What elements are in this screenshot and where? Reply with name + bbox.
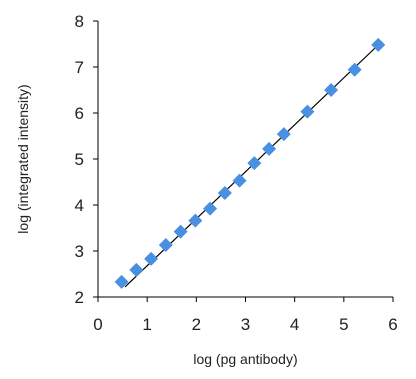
data-point [114, 274, 129, 289]
x-tick-label: 3 [241, 315, 250, 334]
axes [97, 21, 393, 298]
y-tick-label: 6 [75, 104, 84, 123]
y-tick-label: 8 [75, 12, 84, 31]
x-axis-title: log (pg antibody) [193, 351, 297, 367]
x-tick-label: 6 [388, 315, 397, 334]
data-point [158, 238, 173, 253]
data-point [300, 104, 315, 119]
y-tick-labels: 2 3 4 5 6 7 8 [75, 12, 98, 307]
data-point [371, 37, 386, 52]
data-point [347, 62, 362, 77]
y-tick-label: 2 [75, 288, 84, 307]
x-tick-label: 2 [192, 315, 201, 334]
y-tick-label: 7 [75, 58, 84, 77]
data-point [129, 262, 144, 277]
data-point [276, 127, 291, 142]
data-point [217, 186, 232, 201]
x-tick-label: 4 [290, 315, 299, 334]
data-point [203, 201, 218, 216]
data-point [173, 224, 188, 239]
y-axis-title: log (integrated intensity) [15, 84, 31, 233]
y-tick-label: 3 [75, 242, 84, 261]
data-points [114, 37, 386, 289]
data-point [188, 213, 203, 228]
x-tick-label: 0 [93, 315, 102, 334]
x-tick-labels: 0 1 2 3 4 5 6 [93, 297, 398, 334]
y-tick-label: 5 [75, 150, 84, 169]
data-point [262, 141, 277, 156]
data-point [324, 83, 339, 97]
data-point [144, 251, 159, 266]
x-tick-label: 1 [142, 315, 151, 334]
data-point [232, 173, 247, 188]
data-point [247, 156, 262, 171]
x-tick-label: 5 [339, 315, 348, 334]
y-tick-label: 4 [75, 196, 84, 215]
